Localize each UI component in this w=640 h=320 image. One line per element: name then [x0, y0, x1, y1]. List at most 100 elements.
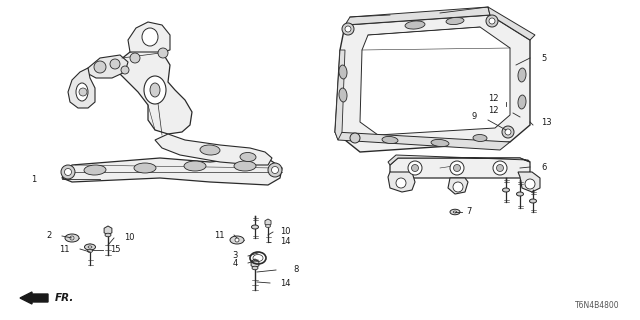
Circle shape — [450, 161, 464, 175]
Text: 12: 12 — [488, 106, 499, 115]
Circle shape — [121, 66, 129, 74]
Ellipse shape — [144, 76, 166, 104]
Circle shape — [65, 169, 72, 175]
Ellipse shape — [252, 225, 259, 229]
Ellipse shape — [235, 238, 239, 242]
Circle shape — [453, 182, 463, 192]
Polygon shape — [345, 7, 490, 25]
Text: 13: 13 — [541, 117, 552, 126]
FancyArrow shape — [20, 292, 48, 304]
Ellipse shape — [405, 21, 425, 29]
Text: 1: 1 — [31, 174, 36, 183]
Circle shape — [454, 164, 461, 172]
Text: 7: 7 — [466, 207, 472, 217]
Ellipse shape — [142, 28, 158, 46]
Circle shape — [268, 163, 282, 177]
Circle shape — [130, 53, 140, 63]
Ellipse shape — [516, 192, 524, 196]
Circle shape — [396, 178, 406, 188]
Polygon shape — [518, 172, 540, 192]
Ellipse shape — [88, 246, 92, 248]
Polygon shape — [388, 155, 530, 165]
Polygon shape — [85, 55, 128, 78]
Ellipse shape — [65, 234, 79, 242]
Circle shape — [486, 15, 498, 27]
Ellipse shape — [88, 250, 93, 252]
Text: 14: 14 — [280, 278, 291, 287]
Polygon shape — [335, 15, 530, 152]
Circle shape — [412, 164, 419, 172]
Ellipse shape — [382, 136, 398, 144]
Text: T6N4B4800: T6N4B4800 — [575, 301, 620, 310]
Circle shape — [408, 161, 422, 175]
Ellipse shape — [105, 233, 111, 237]
Text: 8: 8 — [294, 266, 299, 275]
Ellipse shape — [446, 17, 464, 25]
Circle shape — [61, 165, 75, 179]
Circle shape — [525, 179, 535, 189]
Text: FR.: FR. — [55, 293, 74, 303]
Ellipse shape — [84, 165, 106, 175]
Text: 3: 3 — [232, 252, 238, 260]
Ellipse shape — [234, 161, 256, 171]
Circle shape — [79, 88, 87, 96]
Text: 9: 9 — [472, 111, 477, 121]
Text: 4: 4 — [233, 259, 238, 268]
Polygon shape — [62, 158, 282, 185]
Circle shape — [505, 129, 511, 135]
Ellipse shape — [70, 236, 74, 240]
Circle shape — [502, 126, 514, 138]
Ellipse shape — [529, 199, 536, 203]
Ellipse shape — [339, 65, 347, 79]
Polygon shape — [360, 27, 510, 135]
Ellipse shape — [230, 236, 244, 244]
Polygon shape — [128, 22, 170, 52]
Circle shape — [158, 48, 168, 58]
Ellipse shape — [150, 83, 160, 97]
Polygon shape — [388, 172, 415, 192]
Ellipse shape — [502, 188, 509, 192]
Circle shape — [342, 23, 354, 35]
Ellipse shape — [76, 83, 88, 101]
Ellipse shape — [240, 153, 256, 162]
Polygon shape — [155, 134, 272, 165]
Text: 2: 2 — [47, 231, 52, 241]
Circle shape — [271, 166, 278, 173]
Ellipse shape — [339, 88, 347, 102]
Circle shape — [497, 164, 504, 172]
Ellipse shape — [473, 134, 487, 141]
Ellipse shape — [453, 211, 457, 213]
Ellipse shape — [184, 161, 206, 171]
Polygon shape — [68, 68, 95, 108]
Polygon shape — [488, 7, 535, 40]
Text: 11: 11 — [60, 244, 70, 253]
Ellipse shape — [266, 225, 271, 228]
Text: 5: 5 — [541, 53, 547, 62]
Text: 6: 6 — [541, 163, 547, 172]
Polygon shape — [448, 178, 468, 194]
Ellipse shape — [450, 209, 460, 215]
Circle shape — [489, 18, 495, 24]
Ellipse shape — [134, 163, 156, 173]
Polygon shape — [118, 48, 192, 134]
Ellipse shape — [84, 244, 95, 250]
Text: 15: 15 — [110, 245, 120, 254]
Text: 11: 11 — [214, 230, 225, 239]
Polygon shape — [335, 50, 345, 140]
Ellipse shape — [518, 95, 526, 109]
Circle shape — [110, 59, 120, 69]
Ellipse shape — [431, 140, 449, 147]
Text: 10: 10 — [124, 234, 134, 243]
Polygon shape — [335, 132, 510, 150]
Circle shape — [350, 133, 360, 143]
Circle shape — [493, 161, 507, 175]
Text: 10: 10 — [280, 228, 291, 236]
Circle shape — [94, 61, 106, 73]
Polygon shape — [390, 158, 530, 178]
Ellipse shape — [252, 266, 258, 270]
Ellipse shape — [200, 145, 220, 155]
Text: 12: 12 — [488, 93, 499, 102]
Ellipse shape — [518, 68, 526, 82]
Circle shape — [345, 26, 351, 32]
Text: 14: 14 — [280, 237, 291, 246]
